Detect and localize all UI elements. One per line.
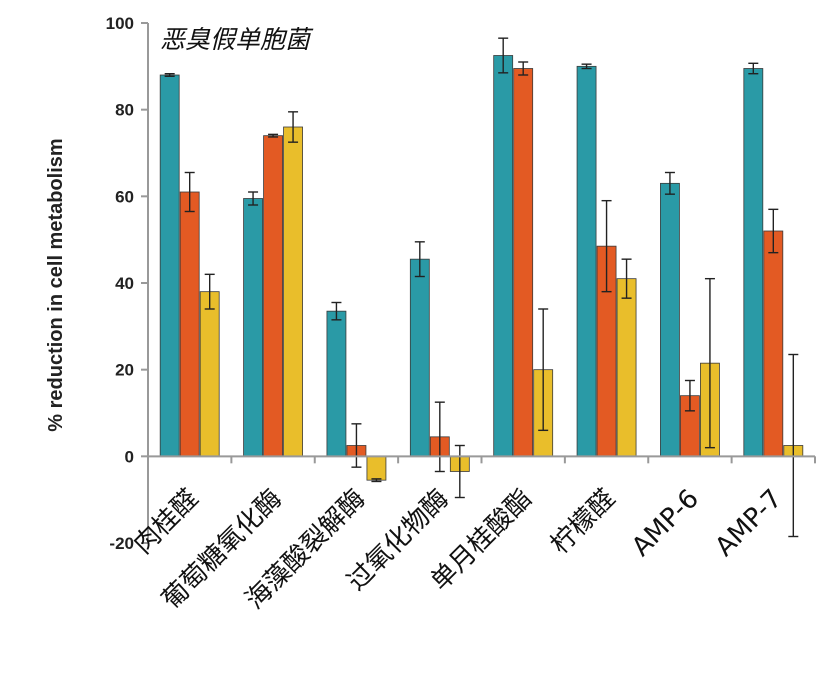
- y-tick-label: 60: [115, 187, 134, 206]
- bar: [409, 258, 430, 457]
- bar: [326, 310, 347, 457]
- y-ticks-layer: -20 0 20 40 60 80 100: [106, 14, 148, 553]
- y-tick-label: -20: [109, 534, 134, 553]
- category-label: AMP-6: [626, 484, 705, 563]
- bar: [159, 74, 180, 457]
- category-label: 肉桂醛: [128, 484, 204, 560]
- chart-title: 恶臭假单胞菌: [160, 25, 314, 54]
- x-ticks-layer: [230, 456, 816, 464]
- bar: [283, 126, 303, 457]
- bar: [576, 65, 597, 457]
- y-tick-label: 20: [115, 361, 134, 380]
- bar: [199, 291, 220, 457]
- category-label: 柠檬醛: [545, 484, 621, 560]
- bar: [513, 68, 534, 457]
- bar: [660, 182, 680, 457]
- bar: [243, 198, 263, 457]
- bar: [763, 230, 784, 457]
- bar: [743, 68, 764, 457]
- bar: [366, 455, 387, 481]
- bars-layer: [159, 55, 804, 481]
- bar: [263, 135, 283, 457]
- y-tick-label: 80: [115, 101, 134, 120]
- y-tick-label: 100: [106, 14, 134, 33]
- bar: [179, 191, 200, 457]
- y-tick-label: 40: [115, 274, 134, 293]
- category-label: AMP-7: [710, 484, 789, 563]
- bar: [493, 55, 514, 457]
- error-bars-layer: [164, 37, 799, 538]
- y-tick-label: 0: [125, 447, 134, 466]
- y-axis-label: % reduction in cell metabolism: [45, 138, 67, 431]
- bar: [616, 278, 637, 457]
